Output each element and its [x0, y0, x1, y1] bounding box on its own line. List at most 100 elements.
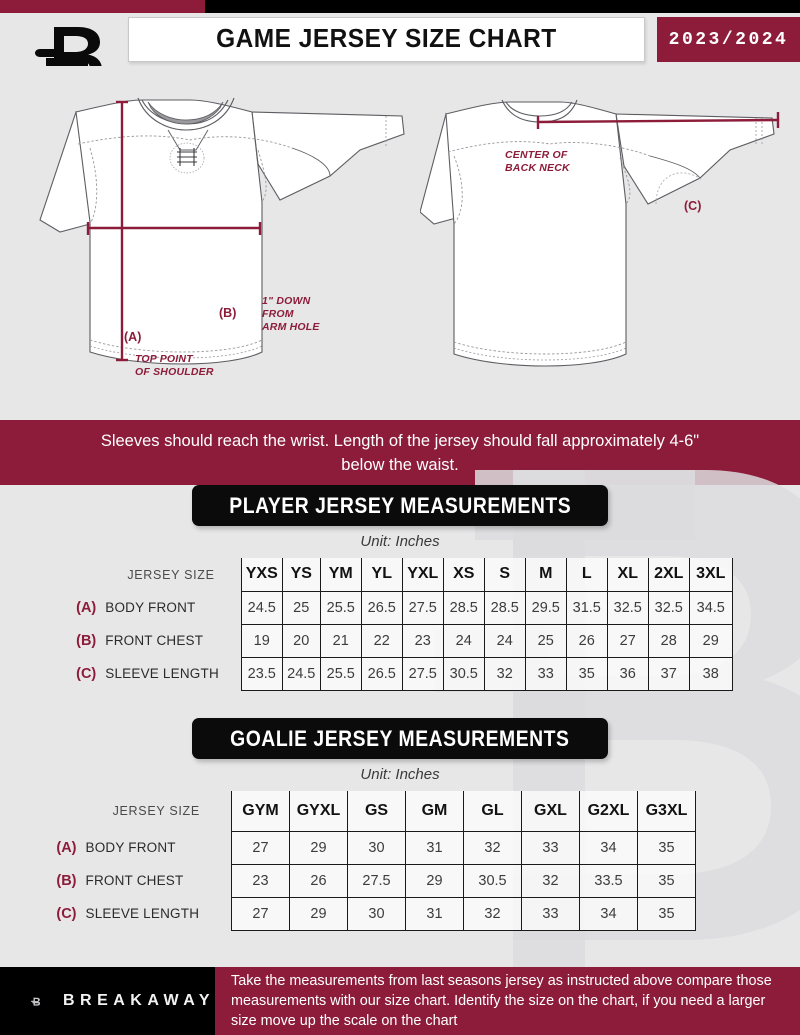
top-stripe-maroon [0, 0, 205, 13]
col-header-gl: GL [463, 791, 522, 832]
cell-value: 23.5 [240, 656, 283, 691]
cell-value: 35 [637, 896, 696, 931]
cell-value: 29.5 [524, 590, 567, 625]
cell-empty [695, 864, 753, 897]
table-row: (C) SLEEVE LENGTH 23.5 24.5 25.5 26.5 27… [67, 656, 733, 691]
season-year-label: 2023/2024 [668, 29, 789, 50]
cell-value: 36 [606, 656, 649, 691]
cell-value: 27 [231, 896, 290, 931]
row-letter: (B) [76, 632, 97, 649]
header-title-box: GAME JERSEY SIZE CHART [128, 17, 645, 62]
cell-value: 25.5 [319, 590, 362, 625]
cell-value: 27.5 [347, 863, 406, 898]
col-header-yxs: YXS [240, 558, 283, 592]
row-name: SLEEVE LENGTH [101, 657, 242, 690]
cell-value: 35 [637, 863, 696, 898]
annotation-letter-c: (C) [684, 199, 702, 213]
cell-empty [695, 831, 753, 864]
goalie-section-unit: Unit: Inches [360, 766, 440, 783]
col-header-xl: XL [606, 558, 649, 592]
col-header-m: M [524, 558, 567, 592]
table-row: (A) BODY FRONT 24.5 25 25.5 26.5 27.5 28… [67, 590, 733, 625]
goalie-measurements-section: GOALIE JERSEY MEASUREMENTS Unit: Inches … [0, 718, 800, 931]
player-measurements-section: PLAYER JERSEY MEASUREMENTS Unit: Inches … [0, 485, 800, 691]
cell-value: 24 [483, 623, 526, 658]
cell-value: 26 [289, 863, 348, 898]
cell-value: 25.5 [319, 656, 362, 691]
cell-value: 26 [565, 623, 608, 658]
jersey-front-diagram [39, 97, 405, 365]
cell-value: 23 [231, 863, 290, 898]
breakaway-b-logo-icon [30, 997, 41, 1006]
player-section-title: PLAYER JERSEY MEASUREMENTS [229, 492, 571, 518]
header-letter-spacer [67, 558, 101, 591]
goalie-section-title-pill: GOALIE JERSEY MEASUREMENTS [192, 718, 608, 759]
cell-value: 34.5 [688, 590, 733, 625]
row-letter: (C) [56, 905, 77, 922]
page-header: GAME JERSEY SIZE CHART 2023/2024 [0, 13, 800, 85]
cell-value: 28.5 [442, 590, 485, 625]
row-letter: (A) [76, 599, 97, 616]
cell-value: 34 [579, 896, 638, 931]
row-name: FRONT CHEST [81, 864, 232, 897]
cell-value: 27 [231, 830, 290, 865]
jersey-back-diagram [420, 99, 780, 367]
annotation-top-point-of-shoulder: TOP POINT OF SHOULDER [135, 353, 214, 378]
cell-value: 19 [240, 623, 283, 658]
col-header-xs: XS [442, 558, 485, 592]
cell-value: 29 [688, 623, 733, 658]
cell-value: 38 [688, 656, 733, 691]
footer-instructions-text: Take the measurements from last seasons … [231, 973, 772, 1029]
cell-value: 25 [524, 623, 567, 658]
cell-value: 35 [637, 830, 696, 865]
col-header-gym: GYM [231, 791, 290, 832]
col-header-ym: YM [319, 558, 362, 592]
col-header-s: S [483, 558, 526, 592]
cell-value: 32.5 [606, 590, 649, 625]
cell-value: 24.5 [240, 590, 283, 625]
goalie-section-title: GOALIE JERSEY MEASUREMENTS [230, 725, 570, 751]
col-header-gxl: GXL [521, 791, 580, 832]
goalie-size-table: JERSEY SIZE GYM GYXL GS GM GL GXL G2XL G… [48, 791, 753, 931]
cell-value: 28 [647, 623, 690, 658]
player-size-table: JERSEY SIZE YXS YS YM YL YXL XS S M L XL… [67, 558, 733, 691]
cell-value: 29 [289, 896, 348, 931]
cell-value: 21 [319, 623, 362, 658]
annotation-letter-a: (A) [124, 330, 142, 344]
row-header-label: JERSEY SIZE [81, 791, 232, 831]
header-letter-spacer [48, 791, 82, 831]
cell-value: 30.5 [442, 656, 485, 691]
annotation-center-back-neck: CENTER OF BACK NECK [505, 149, 570, 174]
top-stripe-black [205, 0, 800, 13]
cell-value: 30 [347, 896, 406, 931]
header-year-badge: 2023/2024 [657, 17, 800, 62]
cell-value: 31 [405, 830, 464, 865]
col-header-ys: YS [281, 558, 321, 592]
page-footer: BREAKAWAY Take the measurements from las… [0, 967, 800, 1035]
cell-value: 26.5 [360, 656, 403, 691]
cell-value: 33 [521, 896, 580, 931]
cell-value: 25 [281, 590, 321, 625]
cell-value: 31.5 [565, 590, 608, 625]
col-header-2xl: 2XL [647, 558, 690, 592]
row-letter: (C) [76, 665, 97, 682]
table-header-row: JERSEY SIZE YXS YS YM YL YXL XS S M L XL… [67, 558, 733, 592]
col-header-yxl: YXL [401, 558, 444, 592]
cell-value: 31 [405, 896, 464, 931]
table-row: (A) BODY FRONT 27 29 30 31 32 33 34 35 [48, 830, 753, 865]
cell-value: 32 [463, 896, 522, 931]
cell-value: 24 [442, 623, 485, 658]
cell-value: 32 [463, 830, 522, 865]
row-name: SLEEVE LENGTH [81, 897, 232, 930]
cell-value: 33.5 [579, 863, 638, 898]
row-name: FRONT CHEST [101, 624, 242, 657]
col-header-g3xl: G3XL [637, 791, 696, 832]
player-section-unit: Unit: Inches [360, 533, 440, 550]
table-row: (C) SLEEVE LENGTH 27 29 30 31 32 33 34 3… [48, 896, 753, 931]
fit-note-text: Sleeves should reach the wrist. Length o… [100, 431, 700, 474]
row-header-label: JERSEY SIZE [101, 558, 242, 591]
cell-value: 33 [521, 830, 580, 865]
row-letter: (A) [56, 839, 77, 856]
cell-value: 27.5 [401, 656, 444, 691]
cell-value: 30.5 [463, 863, 522, 898]
